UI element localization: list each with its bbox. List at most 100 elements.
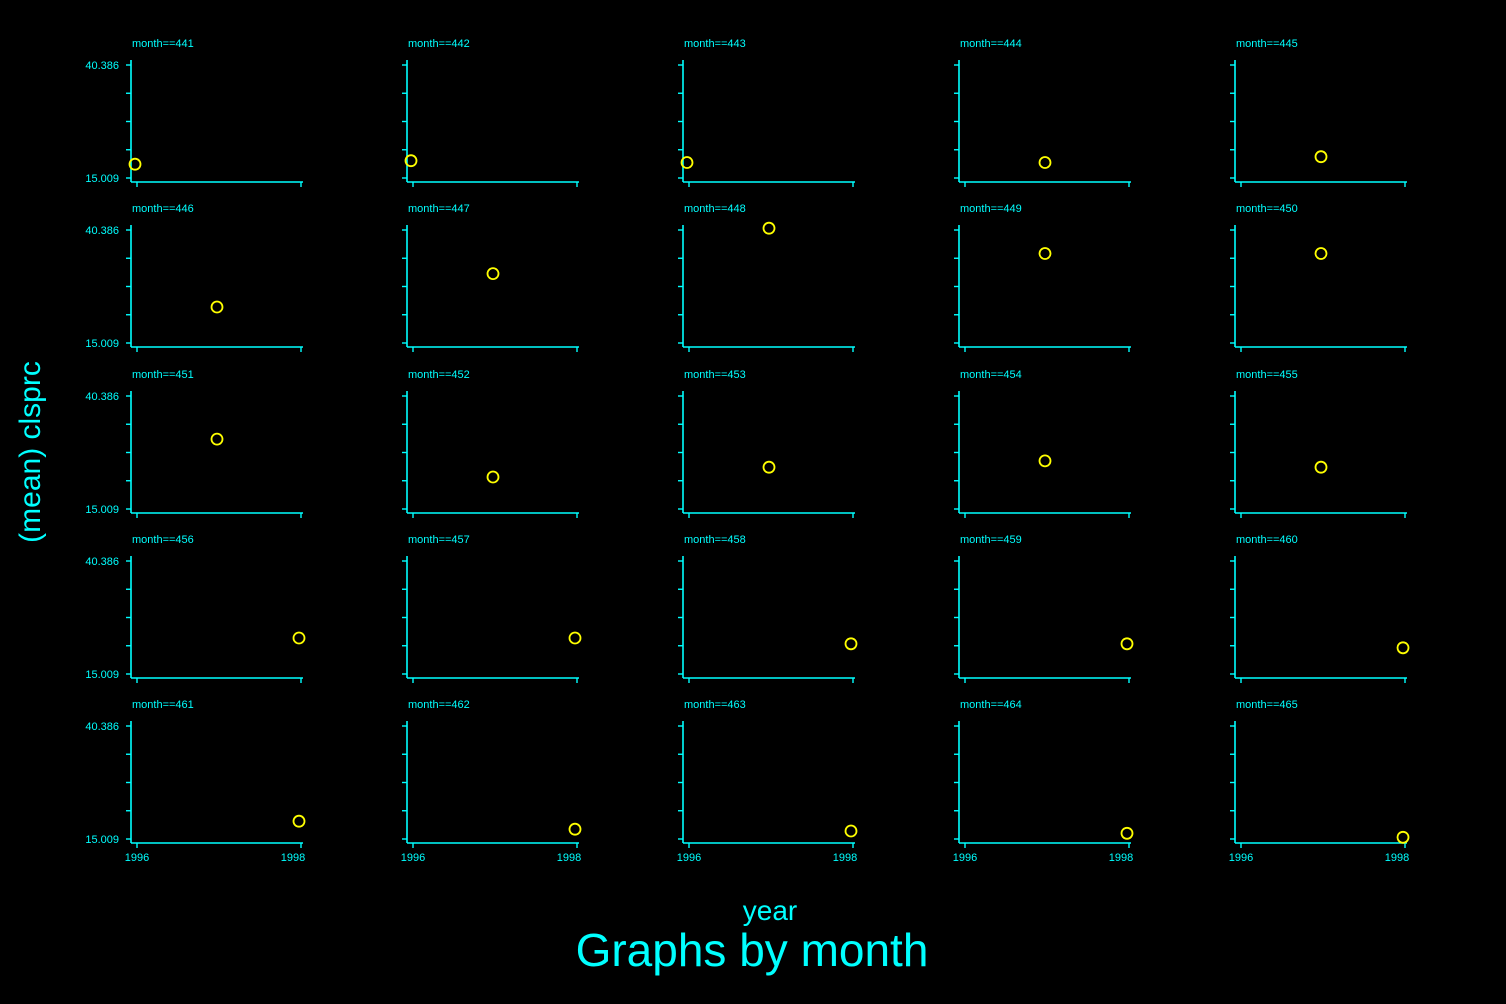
panel-title: month==449 bbox=[960, 203, 1022, 215]
panel-title: month==451 bbox=[132, 369, 194, 381]
panel-title: month==457 bbox=[408, 534, 470, 546]
data-point bbox=[404, 154, 418, 168]
data-point bbox=[1038, 247, 1052, 260]
data-point bbox=[1038, 454, 1052, 468]
x-tick-label: 1998 bbox=[1385, 852, 1409, 864]
data-point bbox=[1038, 156, 1052, 169]
data-point bbox=[844, 637, 858, 651]
panel: month==441 40.386 15.009 bbox=[85, 38, 303, 187]
panel-title: month==463 bbox=[684, 699, 746, 711]
panel: month==464 1996 1998 bbox=[953, 699, 1134, 864]
data-point bbox=[844, 824, 858, 838]
panel-title: month==455 bbox=[1236, 369, 1298, 381]
x-tick-label: 1996 bbox=[125, 852, 149, 864]
x-tick-label: 1996 bbox=[677, 852, 701, 864]
data-point bbox=[1396, 641, 1410, 655]
y-tick-label: 40.386 bbox=[85, 225, 119, 237]
panel-title: month==444 bbox=[960, 38, 1022, 50]
y-axis-title: (mean) clsprc bbox=[14, 361, 47, 543]
y-tick-label: 15.009 bbox=[85, 669, 119, 681]
panel: month==442 bbox=[402, 38, 579, 187]
data-point bbox=[568, 822, 582, 836]
data-point bbox=[1120, 637, 1134, 651]
panel: month==454 bbox=[954, 369, 1131, 518]
panel-title: month==462 bbox=[408, 699, 470, 711]
x-tick-label: 1998 bbox=[833, 852, 857, 864]
x-tick-label: 1998 bbox=[281, 852, 305, 864]
y-tick-label: 15.009 bbox=[85, 173, 119, 185]
panel: month==450 bbox=[1230, 203, 1407, 352]
panel: month==452 bbox=[402, 369, 579, 518]
data-point bbox=[680, 156, 694, 169]
x-tick-label: 1996 bbox=[953, 852, 977, 864]
data-point bbox=[568, 631, 582, 645]
x-axis-title: year bbox=[743, 895, 797, 926]
panel: month==455 bbox=[1230, 369, 1407, 518]
panel-title: month==445 bbox=[1236, 38, 1298, 50]
data-point bbox=[486, 267, 500, 281]
panel: month==447 bbox=[402, 203, 579, 352]
panel-title: month==448 bbox=[684, 203, 746, 215]
data-point bbox=[210, 300, 224, 314]
panel-title: month==452 bbox=[408, 369, 470, 381]
panel: month==444 bbox=[954, 38, 1131, 187]
panel-title: month==454 bbox=[960, 369, 1022, 381]
y-tick-label: 15.009 bbox=[85, 338, 119, 350]
y-tick-label: 15.009 bbox=[85, 834, 119, 846]
panel: month==462 1996 1998 bbox=[401, 699, 582, 864]
panel: month==458 bbox=[678, 534, 858, 683]
panel-title: month==464 bbox=[960, 699, 1022, 711]
panel: month==443 bbox=[678, 38, 855, 187]
panel-title: month==453 bbox=[684, 369, 746, 381]
y-tick-label: 40.386 bbox=[85, 721, 119, 733]
y-tick-label: 15.009 bbox=[85, 504, 119, 516]
panel-title: month==459 bbox=[960, 534, 1022, 546]
panel-title: month==461 bbox=[132, 699, 194, 711]
panel: month==461 40.386 15.009 1996 1998 bbox=[85, 699, 306, 864]
panel: month==448 bbox=[678, 203, 855, 352]
panel: month==456 40.386 15.009 bbox=[85, 534, 306, 683]
panel: month==457 bbox=[402, 534, 582, 683]
x-tick-label: 1998 bbox=[1109, 852, 1133, 864]
panel-title: month==442 bbox=[408, 38, 470, 50]
data-point bbox=[292, 814, 306, 828]
data-point bbox=[1314, 150, 1328, 164]
panel-title: month==450 bbox=[1236, 203, 1298, 215]
panel: month==465 1996 1998 bbox=[1229, 699, 1410, 864]
y-tick-label: 40.386 bbox=[85, 60, 119, 72]
y-tick-label: 40.386 bbox=[85, 391, 119, 403]
panel: month==445 bbox=[1230, 38, 1407, 187]
panel-title: month==458 bbox=[684, 534, 746, 546]
y-tick-label: 40.386 bbox=[85, 556, 119, 568]
data-point bbox=[762, 460, 776, 474]
panel: month==463 1996 1998 bbox=[677, 699, 858, 864]
data-point bbox=[486, 470, 500, 484]
data-point bbox=[762, 221, 776, 235]
data-point bbox=[210, 432, 224, 446]
data-point bbox=[1314, 460, 1328, 474]
panel-title: month==456 bbox=[132, 534, 194, 546]
panel-title: month==446 bbox=[132, 203, 194, 215]
x-tick-label: 1996 bbox=[401, 852, 425, 864]
panel: month==459 bbox=[954, 534, 1134, 683]
panel-title: month==443 bbox=[684, 38, 746, 50]
panel-title: month==441 bbox=[132, 38, 194, 50]
data-point bbox=[1396, 830, 1410, 844]
data-point bbox=[1120, 826, 1134, 840]
panel-title: month==465 bbox=[1236, 699, 1298, 711]
panel: month==453 bbox=[678, 369, 855, 518]
data-point bbox=[128, 157, 142, 171]
panel-title: month==447 bbox=[408, 203, 470, 215]
panel: month==449 bbox=[954, 203, 1131, 352]
panel-grid: month==441 40.386 15.009 month==442 month==4… bbox=[85, 38, 1410, 864]
data-point bbox=[292, 631, 306, 645]
panel: month==451 40.386 15.009 bbox=[85, 369, 303, 518]
x-tick-label: 1998 bbox=[557, 852, 581, 864]
x-tick-label: 1996 bbox=[1229, 852, 1253, 864]
panel: month==460 bbox=[1230, 534, 1410, 683]
data-point bbox=[1314, 247, 1328, 260]
panel: month==446 40.386 15.009 bbox=[85, 203, 303, 352]
figure-note: Graphs by month bbox=[576, 924, 929, 976]
panel-title: month==460 bbox=[1236, 534, 1298, 546]
